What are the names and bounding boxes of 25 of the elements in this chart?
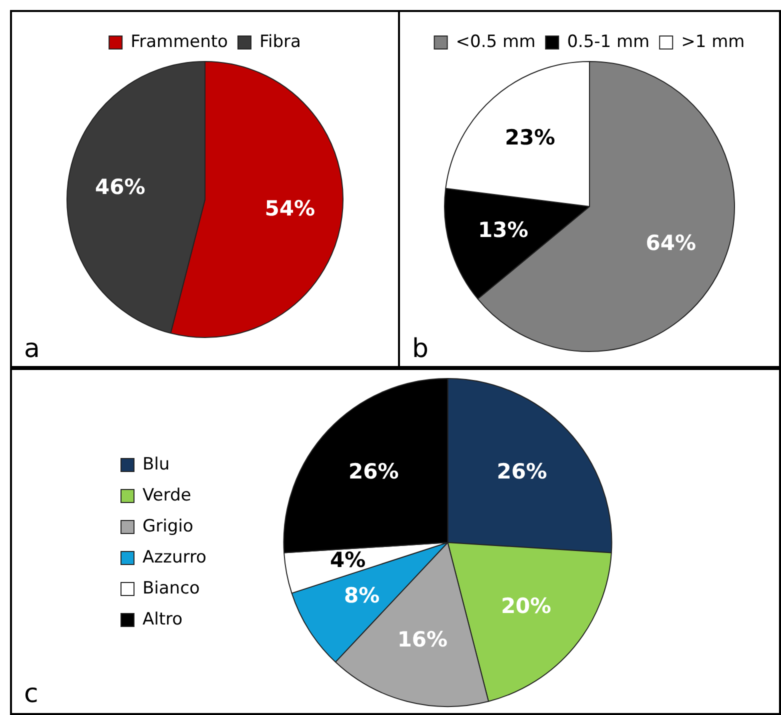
legend-label: 0.5-1 mm	[567, 32, 650, 52]
data-label: 8%	[344, 583, 380, 608]
data-label: 20%	[500, 594, 552, 618]
legend-label: Bianco	[142, 578, 200, 598]
data-label: 46%	[94, 175, 146, 200]
legend-label: Azzurro	[142, 547, 206, 568]
legend-label: Verde	[142, 485, 192, 506]
text: b	[412, 334, 429, 364]
legend-label: <0.5 mm	[456, 32, 536, 52]
data-label: 54%	[264, 196, 316, 221]
legend-label: Frammento	[130, 32, 228, 52]
data-label: 26%	[348, 459, 399, 484]
legend-label: >1 mm	[681, 32, 745, 52]
data-label: 16%	[397, 627, 448, 652]
text: c	[24, 679, 38, 709]
legend-label: Grigio	[142, 516, 194, 536]
legend-label: Fibra	[259, 32, 301, 52]
legend-label: Blu	[142, 454, 170, 474]
text: a	[24, 334, 40, 364]
legend-label: Altro	[142, 609, 183, 630]
data-label: 13%	[478, 218, 528, 242]
data-label: 64%	[646, 231, 696, 256]
data-label: 26%	[496, 459, 547, 484]
data-label: 23%	[504, 126, 556, 150]
data-label: 4%	[330, 548, 366, 572]
